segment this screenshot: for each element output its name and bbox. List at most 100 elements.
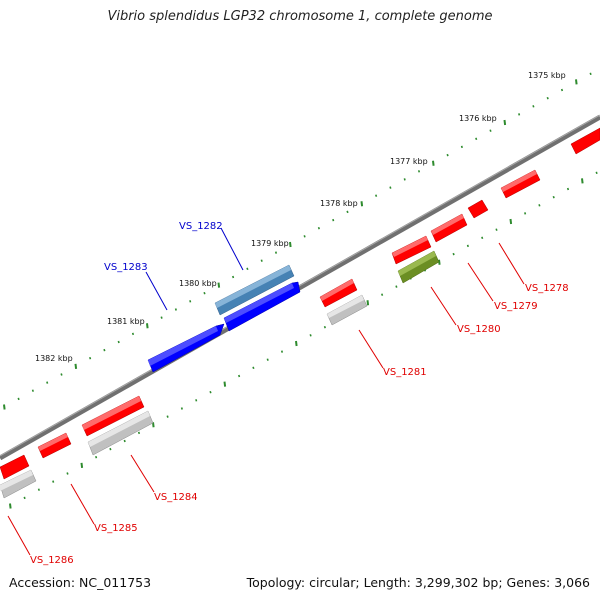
minor-tick [466, 244, 469, 248]
minor-tick [252, 366, 255, 370]
minor-tick [560, 88, 564, 92]
minor-tick [395, 285, 398, 288]
minor-tick [31, 389, 34, 392]
scale-label-1378: 1378 kbp [320, 199, 358, 208]
major-tick [581, 178, 584, 184]
callout-vs1281 [358, 329, 384, 369]
minor-tick [209, 390, 212, 394]
minor-tick [180, 407, 183, 410]
minor-tick [381, 293, 384, 296]
minor-tick [246, 267, 249, 271]
minor-tick [546, 96, 549, 100]
scale-label-1379: 1379 kbp [251, 239, 289, 248]
gene-vs1280-highlight [398, 251, 436, 276]
scale-label-1377: 1377 kbp [390, 157, 428, 166]
minor-tick [552, 195, 555, 199]
callout-vs1286 [7, 515, 31, 556]
minor-tick [524, 212, 527, 215]
minor-tick [309, 334, 312, 337]
minor-tick [232, 275, 235, 279]
minor-tick [238, 374, 241, 378]
minor-tick [160, 316, 163, 319]
callout-lines [7, 227, 525, 556]
minor-tick [131, 332, 135, 336]
gene-vs1286-red[interactable] [0, 454, 30, 480]
minor-tick [532, 105, 535, 108]
label-vs1285[interactable]: VS_1285 [94, 523, 138, 534]
minor-tick [66, 472, 69, 475]
minor-tick [46, 381, 49, 384]
label-vs1280[interactable]: VS_1280 [457, 324, 501, 335]
gene-vs1282-highlight [215, 265, 291, 308]
gene-vs1281-red-highlight [320, 279, 354, 301]
minor-tick [460, 145, 463, 149]
major-tick [80, 462, 84, 469]
minor-tick [489, 129, 492, 132]
label-vs1283[interactable]: VS_1283 [104, 262, 148, 273]
major-tick [360, 201, 364, 207]
minor-tick [95, 455, 98, 459]
minor-tick [17, 397, 20, 401]
gene-vs1278b[interactable] [570, 127, 600, 155]
minor-tick [60, 373, 63, 376]
minor-tick [23, 496, 26, 500]
minor-tick [37, 488, 40, 491]
minor-tick [280, 350, 284, 353]
major-tick [575, 79, 578, 85]
major-tick [9, 503, 12, 509]
minor-tick [317, 226, 320, 230]
major-tick [74, 363, 78, 370]
major-tick [432, 160, 435, 166]
scale-label-1380: 1380 kbp [179, 279, 217, 288]
major-tick [509, 218, 513, 225]
gene-vs1279b-highlight [431, 214, 464, 235]
minor-tick [117, 340, 120, 344]
callout-vs1278 [498, 242, 525, 285]
major-tick [503, 119, 507, 126]
minor-tick [589, 72, 592, 76]
gene-vs1283-a-highlight [148, 326, 218, 366]
gene-vs1280a-highlight [392, 236, 428, 257]
minor-tick [452, 252, 455, 256]
label-vs1278[interactable]: VS_1278 [525, 283, 569, 294]
minor-tick [332, 218, 335, 222]
minor-tick [109, 447, 112, 451]
gene-vs1284-highlight [88, 411, 150, 447]
forward-genes [147, 264, 301, 373]
gene-vs1281-highlight [327, 295, 364, 318]
label-vs1279[interactable]: VS_1279 [494, 301, 538, 312]
accession-text: Accession: NC_011753 [9, 575, 152, 590]
minor-tick [375, 194, 378, 197]
minor-tick [495, 228, 498, 231]
label-vs1282[interactable]: VS_1282 [179, 221, 223, 232]
minor-tick [189, 300, 192, 303]
minor-tick [323, 325, 326, 329]
minor-tick [481, 236, 484, 240]
minor-tick [417, 170, 421, 173]
minor-tick [166, 415, 169, 418]
gene-vs1279[interactable] [467, 199, 489, 219]
minor-tick [389, 186, 392, 189]
reverse-genes [0, 127, 600, 499]
minor-tick [89, 356, 92, 360]
minor-tick [52, 480, 55, 483]
major-tick [289, 241, 292, 248]
major-tick [223, 381, 227, 387]
gene-vs1285-highlight [38, 433, 68, 451]
callout-vs1284 [130, 454, 155, 493]
label-vs1281[interactable]: VS_1281 [383, 367, 427, 378]
gene-vs1286-highlight [0, 470, 33, 491]
gene-vs1284-red-highlight [82, 396, 141, 430]
major-tick [146, 323, 149, 329]
minor-tick [566, 187, 570, 191]
topology-text: Topology: circular; Length: 3,299,302 bp… [246, 575, 590, 590]
callout-vs1285 [70, 483, 95, 525]
callout-vs1280 [430, 286, 457, 326]
minor-tick [475, 137, 478, 141]
minor-tick [303, 235, 306, 238]
inner-tick-ring [9, 171, 598, 509]
minor-tick [518, 113, 521, 116]
label-vs1284[interactable]: VS_1284 [154, 492, 198, 503]
label-vs1286[interactable]: VS_1286 [30, 555, 74, 566]
